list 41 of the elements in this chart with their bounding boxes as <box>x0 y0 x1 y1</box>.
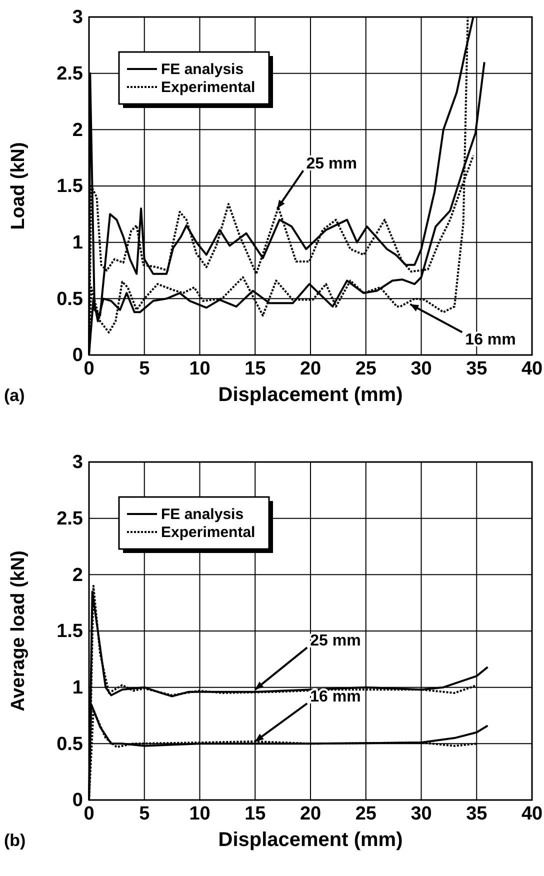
y-tick-label: 2.5 <box>56 508 84 530</box>
y-tick-label: 2 <box>72 564 83 586</box>
x-tick-label: 20 <box>300 358 322 380</box>
x-tick-label: 10 <box>189 803 210 824</box>
x-tick-label: 30 <box>410 803 432 824</box>
x-tick-label: 10 <box>189 358 210 380</box>
x-tick-label: 35 <box>466 358 488 380</box>
y-axis-title: Load (kN) <box>8 142 29 230</box>
legend-label: Experimental <box>161 79 256 96</box>
y-tick-label: 2.5 <box>56 63 84 84</box>
x-tick-label: 5 <box>139 803 150 824</box>
x-tick-label: 30 <box>410 358 432 380</box>
x-tick-label: 25 <box>355 358 377 380</box>
y-tick-label: 0.5 <box>56 734 84 755</box>
y-tick-label: 1.5 <box>56 176 84 198</box>
x-tick-label: 40 <box>521 358 543 380</box>
y-tick-label: 1.5 <box>56 621 84 642</box>
x-tick-label: 20 <box>300 803 322 824</box>
y-tick-label: 1 <box>72 232 84 254</box>
text: (a) <box>4 386 25 405</box>
y-tick-label: 0 <box>72 345 83 366</box>
x-axis-title: Displacement (mm) <box>218 384 403 406</box>
y-axis-title: Average load (kN) <box>8 550 29 712</box>
y-tick-label: 1 <box>72 677 84 698</box>
y-tick-label: 0.5 <box>56 288 84 310</box>
legend-label: Experimental <box>161 524 256 541</box>
y-tick-label: 0 <box>72 790 83 812</box>
x-tick-label: 15 <box>244 803 266 824</box>
x-tick-label: 5 <box>139 358 150 380</box>
x-tick-label: 25 <box>355 803 377 824</box>
x-axis-title: Displacement (mm) <box>218 829 403 851</box>
legend-label: FE analysis <box>161 506 244 523</box>
annotation: 16 mm <box>310 688 361 706</box>
legend-label: FE analysis <box>161 61 244 78</box>
x-tick-label: 35 <box>466 803 488 824</box>
y-tick-label: 3 <box>72 7 83 28</box>
x-tick-label: 40 <box>521 803 543 824</box>
y-tick-label: 3 <box>72 452 83 474</box>
y-tick-label: 2 <box>72 120 83 141</box>
x-tick-label: 15 <box>244 358 266 380</box>
text: (b) <box>4 831 26 850</box>
